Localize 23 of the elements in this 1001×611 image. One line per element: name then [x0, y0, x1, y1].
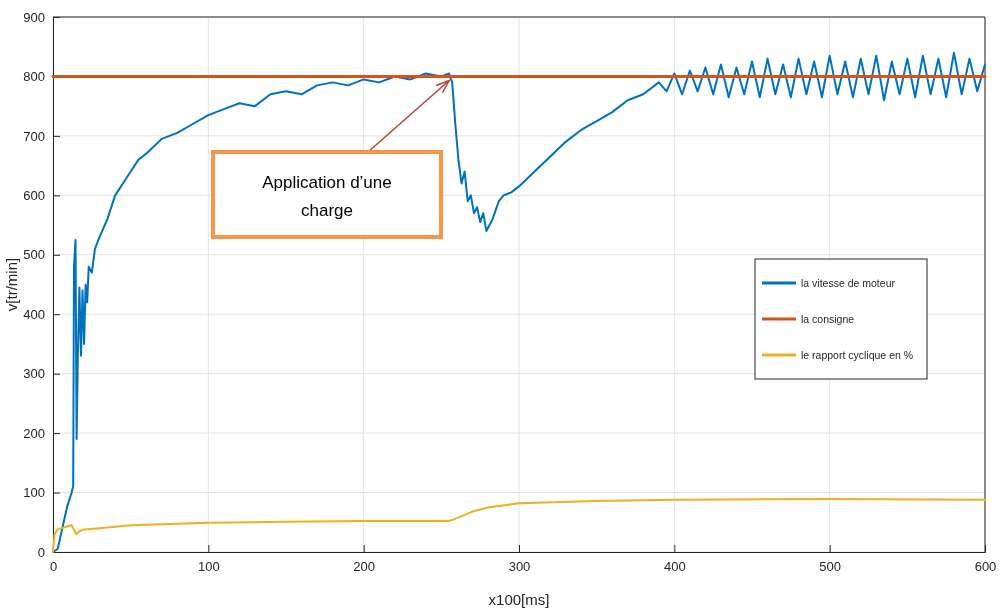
y-tick-label: 100	[23, 485, 45, 501]
annotation: Application d’une charge	[262, 173, 392, 220]
x-tick-label: 0	[49, 559, 58, 575]
y-tick-label: 400	[23, 306, 45, 322]
x-tick-label: 200	[353, 559, 376, 575]
legend-label: le rapport cyclique en %	[801, 349, 914, 361]
x-axis-title: x100[ms]	[488, 591, 550, 608]
x-tick-label: 600	[974, 559, 997, 575]
legend-label: la consigne	[801, 313, 855, 325]
y-tick-label: 300	[23, 366, 45, 382]
y-tick-label: 500	[23, 247, 45, 263]
y-axis-title: v[tr/min]	[3, 257, 20, 312]
legend-label: la vitesse de moteur	[801, 277, 896, 289]
x-tick-label: 300	[508, 559, 531, 575]
x-tick-label: 500	[819, 559, 842, 575]
x-tick-label: 100	[197, 559, 220, 575]
x-tick-label: 400	[663, 559, 686, 575]
y-tick-label: 0	[37, 544, 45, 560]
y-tick-label: 700	[23, 128, 45, 144]
y-tick-label: 200	[23, 425, 45, 441]
y-tick-label: 600	[23, 187, 45, 203]
y-tick-label: 900	[23, 9, 45, 25]
y-tick-label: 800	[23, 69, 45, 85]
